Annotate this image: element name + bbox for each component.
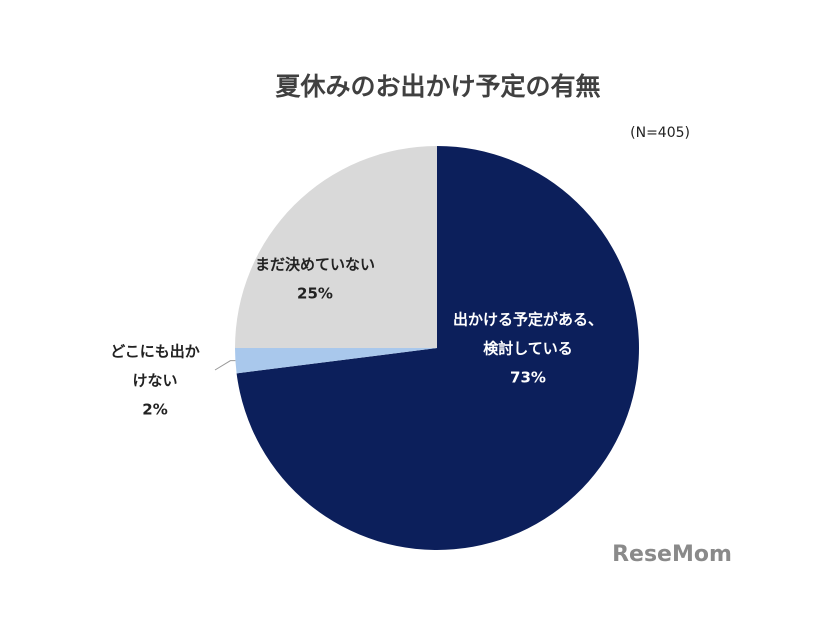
- pie-slice: [235, 146, 437, 348]
- slice-category-label: まだ決めていない: [255, 256, 375, 274]
- slice-value-label: 25%: [297, 285, 333, 303]
- slice-category-label: どこにも出か: [110, 343, 200, 361]
- slice-value-label: 2%: [142, 401, 167, 419]
- slice-category-label: けない: [132, 372, 177, 390]
- chart-title: 夏休みのお出かけ予定の有無: [275, 72, 600, 101]
- slice-category-label: 出かける予定がある、: [453, 311, 603, 329]
- chart-subtitle: (N=405): [630, 125, 690, 141]
- pie-slice: [236, 146, 639, 550]
- watermark: ReseMom: [612, 542, 732, 567]
- leader-line: [214, 360, 236, 371]
- slice-value-label: 73%: [510, 369, 546, 387]
- pie-slice: [235, 348, 437, 374]
- slice-category-label: 検討している: [483, 340, 573, 358]
